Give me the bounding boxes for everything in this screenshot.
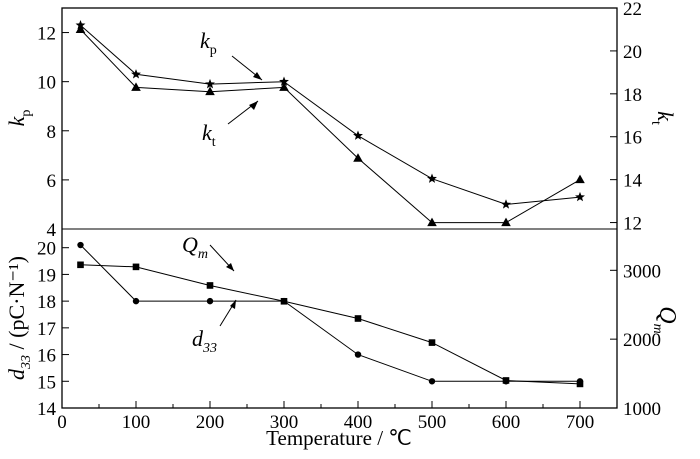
ticks: 0 100 200 300 400 500 600 700 4 6 8 10 12 12 14 16 18 20 2… <box>37 0 661 433</box>
series-line-d33 <box>80 244 580 382</box>
annotation-qm-arrowhead <box>226 263 234 271</box>
kp-axis-tick-label: 6 <box>47 171 57 192</box>
bottom-left-axis-label: d33 / (pC·N⁻¹) <box>4 256 34 380</box>
point-d33 <box>77 241 84 249</box>
point-d33 <box>354 351 362 358</box>
d33-axis-tick-label: 18 <box>37 292 56 313</box>
svg-text:kp: kp <box>200 28 217 58</box>
annotation-d33-arrowhead <box>230 300 236 309</box>
top-right-axis-label: kt <box>648 111 678 125</box>
point-Qm <box>77 261 84 269</box>
point-kt <box>427 217 437 227</box>
kt-axis-tick-label: 12 <box>623 214 642 235</box>
svg-text:kt: kt <box>202 120 216 150</box>
d33-axis-tick-label: 15 <box>37 372 56 393</box>
d33-axis-tick-label: 17 <box>37 319 56 340</box>
plot-frame <box>61 7 618 409</box>
x-tick-label: 200 <box>196 412 225 433</box>
series-line-kp <box>80 24 581 205</box>
point-d33 <box>428 378 436 385</box>
point-kt <box>75 24 86 33</box>
point-Qm <box>354 315 362 322</box>
point-Qm <box>132 263 140 271</box>
point-Qm <box>280 297 288 305</box>
svg-text:d33: d33 <box>192 326 217 356</box>
point-Qm <box>206 282 214 289</box>
d33-axis-tick-label: 14 <box>37 399 57 420</box>
top-left-axis-label: kp <box>4 110 34 127</box>
point-Qm <box>576 380 584 388</box>
point-kp <box>131 69 141 79</box>
point-kp <box>575 191 585 202</box>
point-kt <box>279 82 289 91</box>
x-tick-label: 600 <box>492 412 521 433</box>
kt-axis-tick-label: 14 <box>623 171 643 192</box>
svg-text:kt: kt <box>648 111 678 125</box>
x-tick-label: 700 <box>566 412 595 433</box>
series <box>75 19 585 388</box>
kp-axis-tick-label: 10 <box>37 73 56 94</box>
annotation-qm: Qm <box>182 232 235 272</box>
kt-axis-tick-label: 16 <box>623 128 642 149</box>
qm-axis-tick-label: 3000 <box>623 261 661 282</box>
svg-text:Qm: Qm <box>182 232 208 262</box>
kt-axis-tick-label: 22 <box>623 0 642 20</box>
point-Qm <box>502 377 510 384</box>
point-kt <box>131 82 141 91</box>
qm-axis-tick-label: 1000 <box>623 399 661 420</box>
point-Qm <box>428 339 436 346</box>
kp-axis-tick-label: 4 <box>47 220 57 241</box>
d33-axis-tick-label: 19 <box>37 265 56 286</box>
point-kp <box>205 78 215 89</box>
svg-text:kp: kp <box>4 110 34 127</box>
x-tick-label: 0 <box>57 412 67 433</box>
series-line-Qm <box>80 264 581 385</box>
series-line-kt <box>80 29 581 224</box>
point-kp <box>501 199 511 209</box>
point-kt <box>575 174 585 184</box>
point-kt <box>205 86 215 96</box>
x-tick-label: 300 <box>270 412 299 433</box>
svg-text:Qm: Qm <box>650 306 680 333</box>
annotation-kp-arrowhead <box>253 72 262 80</box>
x-axis-label: Temperature / ℃ <box>266 426 412 450</box>
point-d33 <box>132 297 140 305</box>
qm-axis-tick-label: 2000 <box>623 330 661 351</box>
annotation-kt-arrowhead <box>249 101 258 110</box>
point-d33 <box>206 297 214 305</box>
x-tick-label: 100 <box>122 412 151 433</box>
annotation-kt: kt <box>202 100 259 150</box>
kt-axis-tick-label: 20 <box>623 42 642 63</box>
point-kp <box>427 173 437 183</box>
point-kt <box>501 217 511 227</box>
x-tick-label: 400 <box>344 412 373 433</box>
d33-axis-tick-label: 20 <box>37 239 56 260</box>
kt-axis-tick-label: 18 <box>623 85 642 106</box>
bottom-right-axis-label: Qm <box>650 306 680 333</box>
point-kt <box>353 153 363 162</box>
kp-axis-tick-label: 8 <box>47 122 57 143</box>
annotation-kp: kp <box>200 28 263 81</box>
d33-axis-tick-label: 16 <box>37 346 56 367</box>
point-kp <box>353 130 363 140</box>
svg-text:d33 / (pC·N⁻¹): d33 / (pC·N⁻¹) <box>4 256 34 380</box>
annotation-d33: d33 <box>192 299 237 356</box>
kp-axis-tick-label: 12 <box>37 24 56 45</box>
point-kp <box>279 76 289 86</box>
x-tick-label: 500 <box>418 412 447 433</box>
